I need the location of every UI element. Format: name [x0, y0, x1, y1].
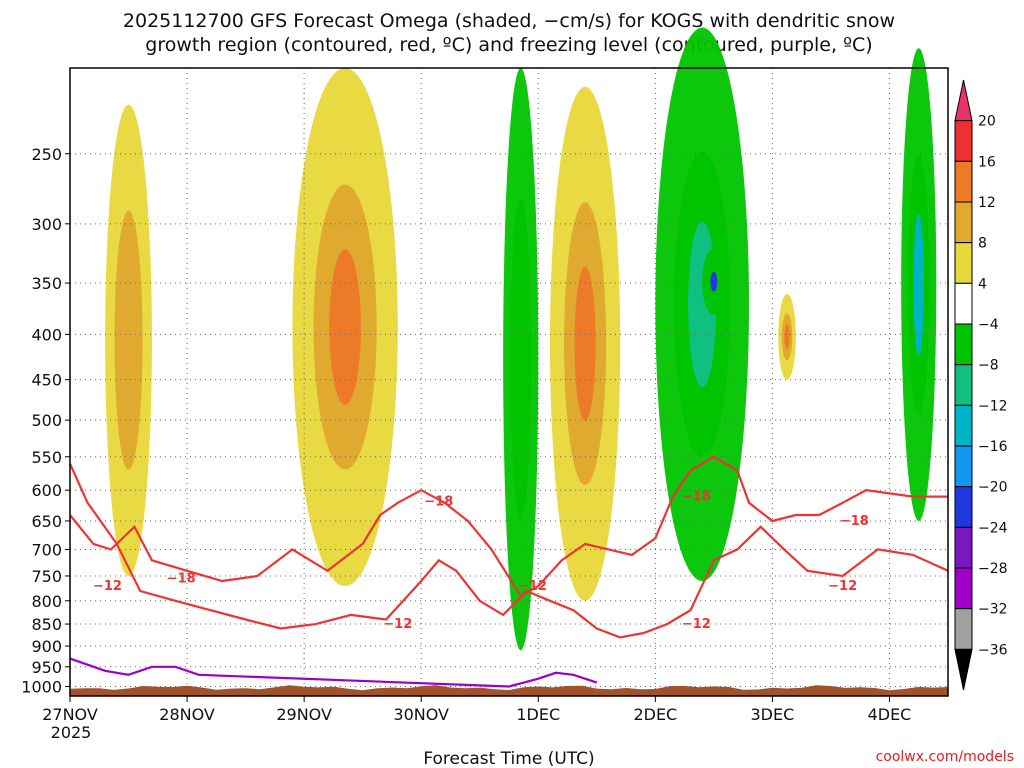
- colorbar-label-13: −36: [978, 642, 1008, 658]
- y-tick-label-450: 450: [31, 371, 62, 390]
- colorbar-label-10: −24: [978, 520, 1008, 536]
- colorbar-label-12: −32: [978, 602, 1008, 618]
- contour-label-minus18-0: −18: [167, 572, 196, 587]
- omega-feature-7-peak: [913, 213, 925, 356]
- colorbar-label-11: −28: [978, 561, 1008, 577]
- chart-title-line2: growth region (contoured, red, ºC) and f…: [145, 34, 872, 56]
- x-tick-label-1DEC: 1DEC: [516, 705, 560, 724]
- omega-feature-6-peak: [784, 323, 790, 350]
- y-tick-label-350: 350: [31, 274, 62, 293]
- plot-frame: [69, 67, 949, 697]
- temperature-contours: [68, 455, 949, 688]
- y-tick-label-900: 900: [31, 637, 62, 656]
- contour-line-1: [68, 463, 949, 639]
- x-tick-label-30NOV: 30NOV: [393, 705, 449, 724]
- contour-line-0: [69, 455, 948, 598]
- y-tick-label-800: 800: [31, 592, 62, 611]
- contour-label-minus18-3: −18: [840, 514, 869, 529]
- colorbar-swatch-7: [954, 364, 973, 406]
- contour-label-minus18-2: −18: [682, 490, 711, 505]
- terrain-polygon: [70, 685, 948, 696]
- x-tick-label-3DEC: 3DEC: [751, 705, 795, 724]
- terrain-ground: [70, 685, 948, 696]
- colorbar: 20 16 12 8 4 −4 −8 −12 −16 −20 −24 −28 −32 −36: [954, 79, 1008, 691]
- y-tick-label-300: 300: [31, 215, 62, 234]
- colorbar-label-4: 4: [978, 276, 987, 292]
- y-tick-label-550: 550: [31, 448, 62, 467]
- contour-label-minus12-1: −12: [383, 617, 412, 632]
- colorbar-label-2: 12: [978, 195, 996, 211]
- omega-feature-0-core: [114, 210, 143, 470]
- colorbar-bottom-triangle: [954, 648, 973, 691]
- colorbar-label-1: 16: [978, 154, 996, 170]
- y-tick-label-850: 850: [31, 615, 62, 634]
- contour-label-minus12-4: −12: [828, 579, 857, 594]
- omega-feature-1-peak: [329, 249, 361, 405]
- omega-feature-5-peak: [710, 271, 718, 292]
- y-tick-label-600: 600: [31, 481, 62, 500]
- omega-feature-2-core: [510, 199, 532, 520]
- credit-text: coolwx.com/models: [876, 749, 1014, 765]
- colorbar-label-5: −4: [978, 317, 999, 333]
- contour-label-minus12-3: −12: [682, 617, 711, 632]
- y-tick-label-1000: 1000: [21, 678, 62, 697]
- colorbar-swatch-13: [954, 608, 973, 650]
- x-tick-label-28NOV: 28NOV: [159, 705, 215, 724]
- contour-line-2: [69, 657, 598, 688]
- colorbar-label-6: −8: [978, 358, 999, 374]
- chart-title-line1: 2025112700 GFS Forecast Omega (shaded, −…: [123, 10, 895, 32]
- y-tick-label-250: 250: [31, 145, 62, 164]
- colorbar-swatch-4: [954, 242, 973, 284]
- contour-label-minus12-2: −12: [518, 579, 547, 594]
- omega-feature-3-peak: [574, 266, 596, 421]
- contour-label-minus12-0: −12: [93, 579, 122, 594]
- colorbar-swatch-1: [954, 120, 973, 162]
- x-tick-label-4DEC: 4DEC: [868, 705, 912, 724]
- colorbar-top-triangle: [954, 79, 973, 122]
- x-axis-label: Forecast Time (UTC): [423, 749, 594, 768]
- omega-shading: [105, 27, 937, 651]
- contour-label-minus18-1: −18: [424, 495, 453, 510]
- colorbar-swatch-2: [954, 160, 973, 203]
- colorbar-label-9: −20: [978, 480, 1008, 496]
- colorbar-swatch-12: [954, 567, 973, 610]
- colorbar-swatch-8: [954, 404, 973, 447]
- x-axis-ticks: 27NOV 28NOV 29NOV 30NOV 1DEC 2DEC 3DEC 4DEC: [42, 696, 911, 724]
- y-tick-label-950: 950: [31, 658, 62, 677]
- y-tick-label-400: 400: [31, 325, 62, 344]
- y-tick-label-750: 750: [31, 567, 62, 586]
- contour-labels: −18 −18 −18 −18 −12 −12 −12 −12 −12: [93, 490, 869, 633]
- x-tick-label-29NOV: 29NOV: [276, 705, 332, 724]
- colorbar-label-8: −16: [978, 439, 1008, 455]
- colorbar-label-0: 20: [978, 114, 996, 130]
- colorbar-swatch-5: [954, 282, 973, 325]
- colorbar-swatch-10: [954, 486, 973, 528]
- colorbar-label-3: 8: [978, 236, 987, 252]
- y-tick-label-650: 650: [31, 512, 62, 531]
- x-year-label: 2025: [51, 723, 92, 742]
- colorbar-swatch-11: [954, 526, 973, 569]
- y-tick-label-700: 700: [31, 540, 62, 559]
- colorbar-swatch-3: [954, 201, 973, 244]
- colorbar-swatch-6: [954, 323, 973, 366]
- y-axis-ticks: 250 300 350 400 450 500 550 600 650 700 750 800 850 9…: [21, 145, 70, 697]
- y-tick-label-500: 500: [31, 411, 62, 430]
- x-tick-label-27NOV: 27NOV: [42, 705, 98, 724]
- colorbar-label-7: −12: [978, 398, 1008, 414]
- x-tick-label-2DEC: 2DEC: [633, 705, 677, 724]
- colorbar-swatch-9: [954, 445, 973, 488]
